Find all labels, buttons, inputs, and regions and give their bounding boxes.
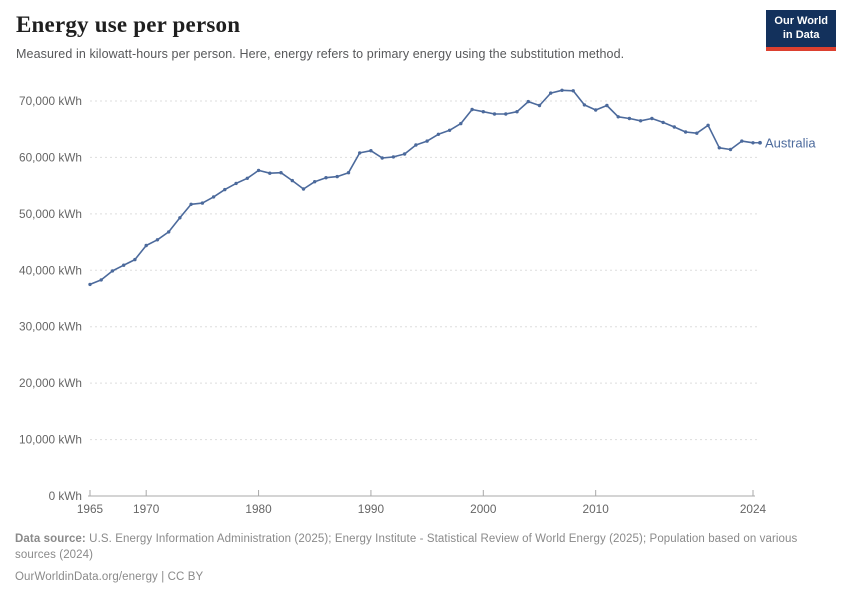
footer-separator: |	[157, 571, 168, 584]
data-point[interactable]	[358, 151, 362, 155]
x-axis-label: 2024	[740, 502, 767, 516]
data-point[interactable]	[402, 152, 407, 156]
data-point[interactable]	[110, 269, 115, 273]
data-point[interactable]	[526, 99, 530, 104]
y-axis-label: 0 kWh	[49, 489, 82, 503]
data-point[interactable]	[335, 174, 339, 179]
data-point[interactable]	[672, 125, 676, 129]
data-point[interactable]	[245, 176, 249, 180]
data-source-text: U.S. Energy Information Administration (…	[15, 533, 798, 562]
data-point[interactable]	[605, 103, 609, 108]
data-point[interactable]	[268, 171, 272, 175]
data-point[interactable]	[223, 187, 227, 192]
data-point[interactable]	[717, 146, 721, 150]
data-point[interactable]	[650, 116, 654, 121]
footer-url-link[interactable]: OurWorldinData.org/energy	[15, 571, 158, 584]
data-point[interactable]	[638, 119, 643, 123]
y-axis-label: 50,000 kWh	[19, 207, 82, 221]
data-point[interactable]	[234, 181, 238, 186]
data-point[interactable]	[537, 103, 542, 108]
data-point[interactable]	[582, 103, 587, 107]
y-axis-label: 70,000 kWh	[19, 94, 82, 108]
series-end-marker	[758, 140, 762, 145]
owid-logo-line1: Our World	[774, 15, 828, 27]
data-point[interactable]	[369, 149, 373, 153]
x-axis-label: 1990	[358, 502, 385, 516]
data-point[interactable]	[492, 112, 497, 116]
owid-logo-line2: in Data	[782, 28, 820, 41]
data-point[interactable]	[290, 178, 294, 183]
data-point[interactable]	[447, 128, 452, 132]
series-entity-label[interactable]: Australia	[765, 135, 816, 150]
data-point[interactable]	[211, 195, 216, 199]
data-point[interactable]	[740, 139, 744, 143]
y-axis-label: 40,000 kWh	[19, 263, 82, 277]
x-axis-label: 1970	[133, 502, 160, 516]
data-point[interactable]	[88, 282, 92, 287]
data-point[interactable]	[189, 202, 193, 206]
data-point[interactable]	[133, 257, 137, 262]
data-point[interactable]	[549, 91, 553, 95]
y-axis-label: 10,000 kWh	[19, 433, 82, 447]
data-point[interactable]	[144, 243, 148, 248]
data-point[interactable]	[200, 201, 205, 205]
data-point[interactable]	[256, 168, 261, 173]
data-point[interactable]	[324, 176, 328, 180]
chart-header: Energy use per person Measured in kilowa…	[16, 12, 756, 61]
data-point[interactable]	[155, 238, 160, 242]
data-point[interactable]	[627, 116, 632, 121]
chart-footer: Data source: U.S. Energy Information Adm…	[15, 531, 829, 585]
data-point[interactable]	[459, 121, 463, 126]
data-point[interactable]	[346, 171, 351, 175]
data-point[interactable]	[470, 107, 474, 112]
data-point[interactable]	[481, 110, 485, 114]
data-point[interactable]	[414, 143, 418, 147]
data-point[interactable]	[301, 187, 306, 191]
y-axis-label: 30,000 kWh	[19, 320, 82, 334]
data-point[interactable]	[436, 132, 441, 136]
x-axis-label: 2010	[583, 502, 610, 516]
data-point[interactable]	[616, 115, 620, 119]
data-point[interactable]	[594, 108, 598, 112]
chart-subtitle: Measured in kilowatt-hours per person. H…	[16, 47, 625, 61]
data-point[interactable]	[313, 180, 317, 184]
data-point[interactable]	[279, 171, 283, 175]
data-point[interactable]	[728, 147, 733, 152]
y-axis-label: 20,000 kWh	[19, 376, 82, 390]
footer-links-line: OurWorldinData.org/energy | CC BY	[15, 569, 829, 585]
y-axis-label: 60,000 kWh	[19, 150, 82, 164]
data-source-line: Data source: U.S. Energy Information Adm…	[15, 531, 829, 563]
footer-license-link[interactable]: CC BY	[167, 571, 204, 584]
data-source-label: Data source:	[15, 533, 86, 545]
data-point[interactable]	[515, 110, 519, 114]
data-point[interactable]	[571, 89, 575, 93]
data-point[interactable]	[167, 230, 171, 234]
data-point[interactable]	[391, 155, 396, 159]
line-series-australia[interactable]	[89, 89, 754, 286]
data-point[interactable]	[425, 139, 429, 143]
data-point[interactable]	[560, 88, 564, 93]
data-point[interactable]	[178, 216, 182, 220]
data-point[interactable]	[99, 278, 103, 282]
x-axis-label: 1965	[77, 502, 104, 516]
data-point[interactable]	[380, 156, 384, 160]
x-axis-label: 1980	[245, 502, 272, 516]
data-point[interactable]	[661, 120, 665, 125]
data-point[interactable]	[683, 130, 688, 134]
data-point[interactable]	[504, 112, 508, 116]
page-title: Energy use per person	[16, 12, 241, 37]
x-axis-label: 2000	[470, 502, 497, 516]
data-point[interactable]	[122, 263, 126, 267]
data-point[interactable]	[706, 123, 710, 128]
data-point[interactable]	[695, 131, 699, 135]
owid-logo[interactable]: Our World in Data	[766, 10, 836, 51]
